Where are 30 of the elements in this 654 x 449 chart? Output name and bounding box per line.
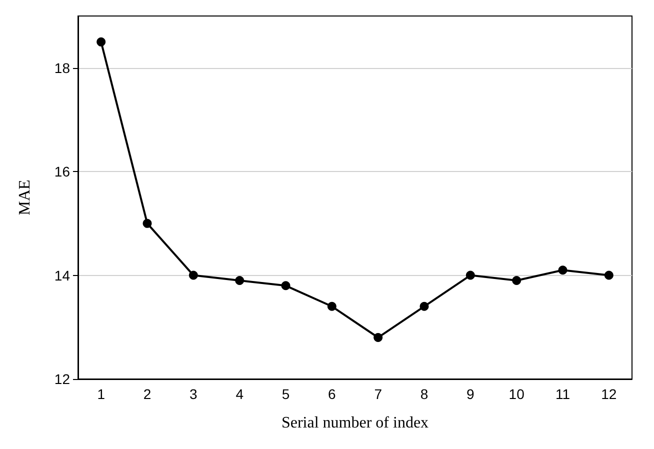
x-tick-label: 6 xyxy=(328,386,336,402)
x-tick-label: 10 xyxy=(508,386,525,402)
x-tick-label: 5 xyxy=(282,386,290,402)
point xyxy=(96,37,106,46)
x-tick-label: 12 xyxy=(601,386,617,402)
x-tick-label: 1 xyxy=(97,386,106,402)
y-axis-title: MAE xyxy=(16,180,34,216)
point xyxy=(558,266,568,275)
point xyxy=(604,270,614,280)
y-tick-label: 12 xyxy=(54,371,70,387)
y-tick-label: 18 xyxy=(54,60,70,76)
x-tick-label: 2 xyxy=(143,386,152,402)
y-tick-label: 14 xyxy=(54,267,70,284)
point xyxy=(142,218,152,228)
point xyxy=(235,276,244,285)
point xyxy=(466,270,475,280)
point xyxy=(420,302,429,311)
point xyxy=(188,270,198,280)
point xyxy=(327,302,336,311)
x-axis-title: Serial number of index xyxy=(281,414,429,432)
point xyxy=(374,333,383,342)
point xyxy=(512,276,522,285)
y-tick-label: 16 xyxy=(54,164,70,180)
x-tick-label: 11 xyxy=(555,386,570,402)
point xyxy=(281,281,290,290)
x-tick-label: 3 xyxy=(190,386,198,402)
x-tick-label: 9 xyxy=(466,386,475,402)
x-tick-label: 4 xyxy=(236,386,244,402)
x-tick-label: 8 xyxy=(420,386,428,402)
x-tick-label: 7 xyxy=(374,386,382,402)
